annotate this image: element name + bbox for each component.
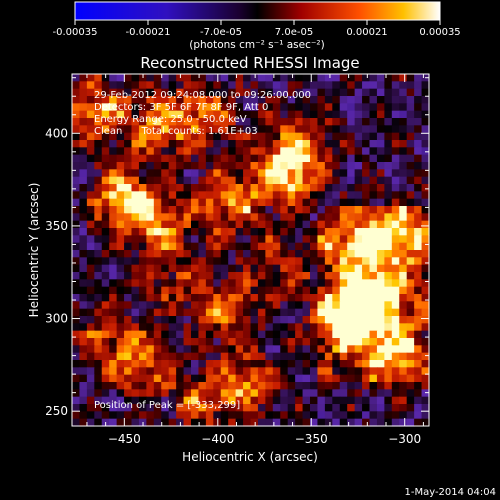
colorbar-tick-label: 0.00021 (346, 27, 387, 38)
annotation-peak-position: Position of Peak = [-333,299] (94, 400, 240, 411)
colorbar-tick-label: -0.00021 (126, 27, 171, 38)
axis-ticks: −450 −400 −350 −300 250 300 350 400 (45, 74, 429, 446)
annotation-detectors: Detectors: 3F 5F 6F 7F 8F 9F, Att 0 (94, 102, 268, 113)
y-axis-label: Heliocentric Y (arcsec) (27, 183, 41, 318)
colorbar-ticks: -0.00035 -0.00021 -7.0e-05 7.0e-05 0.00021 0.… (53, 20, 461, 38)
x-axis-label: Heliocentric X (arcsec) (182, 450, 318, 464)
x-tick-label: −300 (388, 432, 421, 446)
colorbar-tick-label: -0.00035 (53, 27, 98, 38)
heatmap-image (72, 74, 430, 427)
colorbar-units: (photons cm⁻² s⁻¹ asec⁻²) (189, 39, 324, 51)
chart-title: Reconstructed RHESSI Image (140, 54, 359, 72)
annotation-clean-counts: Clean Total counts: 1.61E+03 (94, 126, 258, 137)
x-tick-label: −450 (108, 432, 141, 446)
colorbar-tick-label: -7.0e-05 (200, 27, 242, 38)
colorbar-tick-label: 7.0e-05 (275, 27, 313, 38)
colorbar-tick-label: 0.00035 (419, 27, 460, 38)
y-tick-label: 250 (45, 404, 68, 418)
y-tick-label: 300 (45, 312, 68, 326)
plot-frame (71, 73, 430, 427)
footer-date: 1-May-2014 04:04 (404, 487, 496, 498)
y-tick-label: 350 (45, 219, 68, 233)
colorbar (74, 1, 441, 21)
y-tick-label: 400 (45, 126, 68, 140)
annotation-time-range: 29-Feb-2012 09:24:08.000 to 09:26:00.000 (94, 90, 311, 101)
x-tick-label: −400 (201, 432, 234, 446)
x-tick-label: −350 (295, 432, 328, 446)
annotation-energy-range: Energy Range: 25.0 - 50.0 keV (94, 114, 247, 125)
